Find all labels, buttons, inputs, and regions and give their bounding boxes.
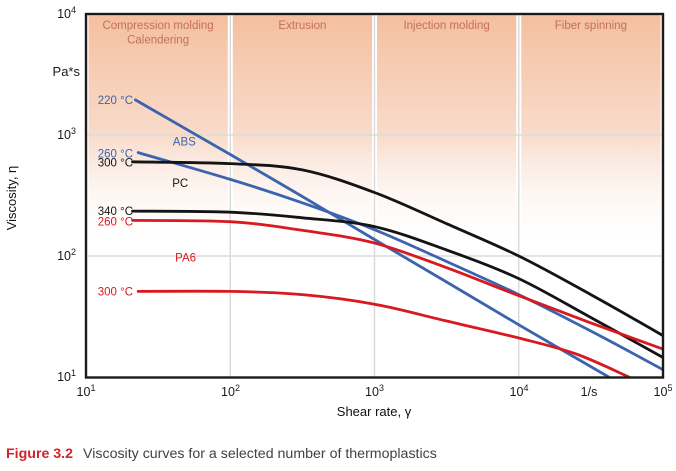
y-tick-1e2: 102 [57, 247, 76, 263]
curve-abs-220-c [134, 98, 611, 378]
curve-pc-340-c [131, 209, 663, 359]
figure-caption: Figure 3.2 Viscosity curves for a select… [6, 446, 437, 462]
curve-label-340-c: 340 °C [98, 206, 133, 218]
process-band-label: Fiber spinning [555, 20, 627, 32]
curve-label-260-c: 260 °C [98, 149, 133, 161]
figure-number: Figure 3.2 [6, 446, 74, 462]
y-tick-1e4: 104 [57, 5, 76, 21]
process-band-4 [521, 15, 661, 253]
x-tick-1e5: 105 [654, 383, 673, 399]
plot-frame [84, 12, 665, 379]
process-band-label: Extrusion [278, 20, 326, 32]
curve-label-abs: ABS [173, 137, 196, 149]
figure-caption-text: Viscosity curves for a selected number o… [83, 446, 437, 462]
x-tick-1e2: 102 [221, 383, 240, 399]
process-band-label: Compression molding [102, 20, 213, 32]
y-tick-1e3: 103 [57, 126, 76, 142]
curve-label-pc: PC [172, 178, 188, 190]
x-axis-unit: 1/s [581, 385, 598, 399]
x-tick-1e3: 103 [365, 383, 384, 399]
curve-pa6-260-c [131, 219, 663, 351]
viscosity-plot: Compression molding Calendering Extrusion I… [4, 5, 673, 419]
y-axis-unit: Pa*s [53, 64, 81, 79]
curve-label-220-c: 220 °C [98, 95, 133, 107]
curve-label-300-c: 300 °C [98, 158, 133, 170]
process-band-label: Calendering [127, 35, 189, 47]
process-band-label: Injection molding [403, 20, 489, 32]
x-axis-title: Shear rate, γ [337, 404, 412, 419]
viscosity-curves [131, 98, 663, 378]
curve-pc-300-c [131, 160, 663, 337]
x-tick-1e1: 101 [77, 383, 96, 399]
horizontal-gridlines [87, 134, 662, 257]
x-tick-1e4: 104 [510, 383, 529, 399]
curve-label-pa6: PA6 [175, 253, 196, 265]
curve-abs-260-c [136, 151, 663, 372]
vertical-gridlines [229, 15, 520, 377]
y-axis-title: Viscosity, η [4, 166, 19, 231]
process-band-3 [377, 15, 517, 253]
curve-label-300-c: 300 °C [98, 286, 133, 298]
y-tick-1e1: 101 [57, 368, 76, 384]
curve-pa6-300-c [136, 289, 631, 378]
curve-label-260-c: 260 °C [98, 216, 133, 228]
